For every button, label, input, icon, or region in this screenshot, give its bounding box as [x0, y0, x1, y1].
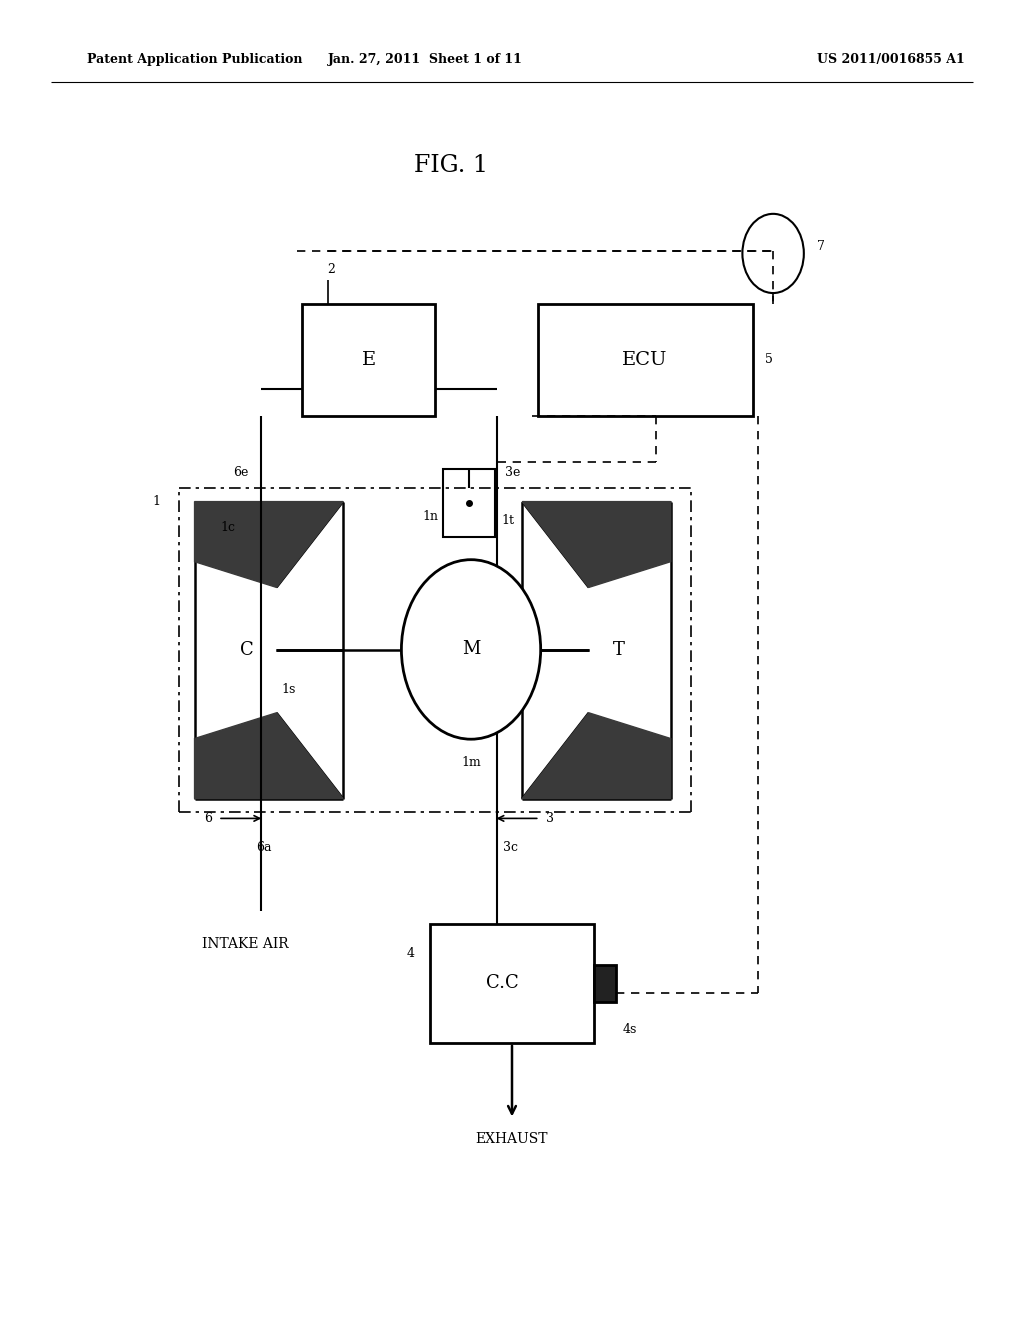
- Text: 1m: 1m: [461, 756, 481, 770]
- Text: 4s: 4s: [623, 1023, 637, 1036]
- Polygon shape: [195, 713, 343, 799]
- Text: FIG. 1: FIG. 1: [414, 153, 487, 177]
- Text: T: T: [612, 642, 625, 659]
- Bar: [443, 469, 495, 537]
- Text: 3: 3: [546, 812, 554, 825]
- Polygon shape: [522, 502, 671, 587]
- Text: 6a: 6a: [256, 841, 271, 854]
- Bar: [538, 304, 753, 416]
- Text: US 2011/0016855 A1: US 2011/0016855 A1: [817, 53, 965, 66]
- Text: E: E: [361, 351, 376, 368]
- Text: 1s: 1s: [282, 684, 296, 696]
- Text: 3c: 3c: [503, 841, 518, 854]
- Text: INTAKE AIR: INTAKE AIR: [203, 937, 289, 950]
- Text: 6: 6: [204, 812, 212, 825]
- Text: 2: 2: [328, 263, 336, 276]
- Text: C: C: [240, 642, 253, 659]
- Circle shape: [742, 214, 804, 293]
- Text: M: M: [462, 640, 480, 659]
- Text: Patent Application Publication: Patent Application Publication: [87, 53, 302, 66]
- Text: 1: 1: [153, 495, 161, 508]
- Text: 3e: 3e: [505, 466, 520, 479]
- Text: 1c: 1c: [220, 521, 236, 535]
- Bar: [302, 304, 435, 416]
- Text: Jan. 27, 2011  Sheet 1 of 11: Jan. 27, 2011 Sheet 1 of 11: [328, 53, 522, 66]
- Text: 5: 5: [765, 354, 773, 366]
- Text: C.C: C.C: [485, 974, 518, 993]
- Polygon shape: [195, 502, 343, 587]
- Text: 6e: 6e: [233, 466, 249, 479]
- Text: 7: 7: [817, 240, 825, 253]
- Bar: [430, 924, 594, 1043]
- Text: 4: 4: [407, 948, 415, 960]
- Text: ECU: ECU: [623, 351, 668, 368]
- Text: 1n: 1n: [422, 510, 438, 523]
- Text: EXHAUST: EXHAUST: [476, 1133, 548, 1146]
- Bar: [594, 965, 616, 1002]
- Polygon shape: [522, 713, 671, 799]
- Circle shape: [401, 560, 541, 739]
- Text: 1t: 1t: [502, 513, 515, 527]
